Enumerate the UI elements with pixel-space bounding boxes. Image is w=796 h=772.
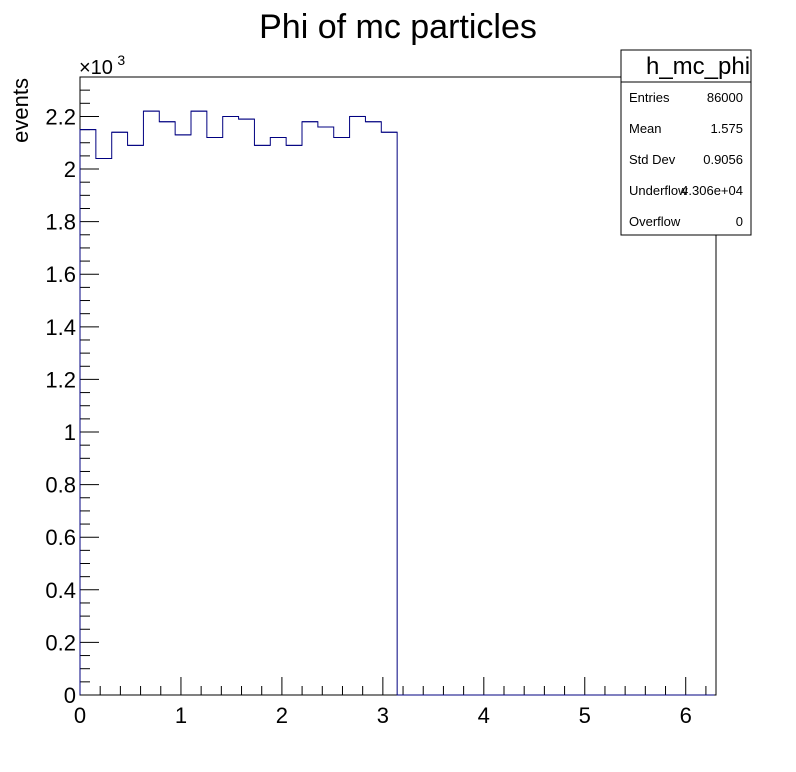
stats-entries-value: 86000 (707, 90, 743, 105)
x-tick-label: 2 (276, 703, 288, 728)
stats-stddev-value: 0.9056 (703, 152, 743, 167)
histogram-series (79, 110, 715, 696)
y-tick-label: 1.4 (45, 315, 76, 340)
y-tick-label: 0.4 (45, 578, 76, 603)
y-tick-label: 0.6 (45, 525, 76, 550)
y-axis-multiplier: ×10 3 (79, 52, 125, 79)
histogram-outline (79, 110, 715, 696)
stats-box: h_mc_phi Entries 86000 Mean 1.575 Std De… (620, 49, 752, 236)
x-tick-label: 5 (579, 703, 591, 728)
stats-box-title: h_mc_phi (646, 53, 750, 80)
y-tick-label: 0.2 (45, 630, 76, 655)
x-tick-label: 4 (478, 703, 490, 728)
x-tick-label: 6 (680, 703, 692, 728)
y-tick-label: 1.6 (45, 262, 76, 287)
x-tick-label: 0 (74, 703, 86, 728)
y-tick-label: 2.2 (45, 104, 76, 129)
stats-mean-label: Mean (629, 121, 662, 136)
chart-title: Phi of mc particles (259, 8, 537, 46)
y-multiplier-exponent: 3 (117, 52, 125, 68)
x-tick-label: 3 (377, 703, 389, 728)
y-tick-label: 0.8 (45, 473, 76, 498)
stats-box-frame (620, 49, 752, 236)
stats-underflow-label: Underflow (629, 183, 688, 198)
y-tick-label: 0 (64, 683, 76, 708)
y-tick-label: 2 (64, 157, 76, 182)
y-axis-label: events (8, 78, 33, 143)
x-tick-label: 1 (175, 703, 187, 728)
y-tick-label: 1.8 (45, 210, 76, 235)
y-multiplier-base: ×10 (79, 57, 113, 79)
stats-underflow-value: 4.306e+04 (681, 183, 743, 198)
stats-entries-label: Entries (629, 90, 670, 105)
y-tick-label: 1 (64, 420, 76, 445)
stats-mean-value: 1.575 (710, 121, 743, 136)
stats-overflow-label: Overflow (629, 214, 681, 229)
y-tick-label: 1.2 (45, 367, 76, 392)
axes: 0 1 2 3 4 5 6 0 0.2 0.4 0.6 0.8 1 1.2 1.4 1.6 1.8 2 2.2 (45, 89, 707, 728)
stats-overflow-value: 0 (736, 214, 743, 229)
stats-stddev-label: Std Dev (629, 152, 676, 167)
